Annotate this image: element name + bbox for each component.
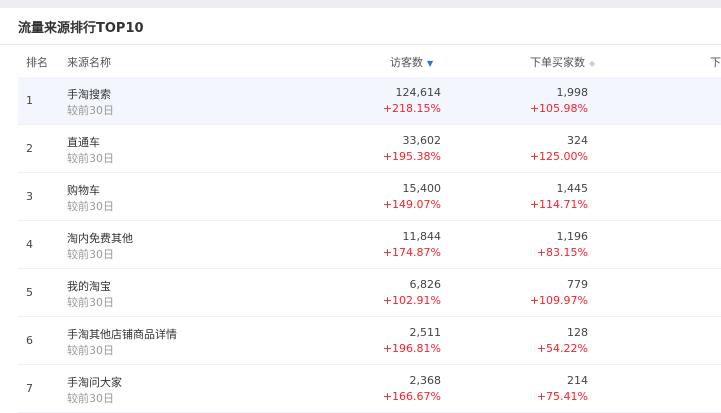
buyers-value: 779 xyxy=(567,278,588,291)
visitors-value: 33,602 xyxy=(402,134,442,147)
visitors-change: +196.81% xyxy=(382,342,441,355)
visitors-change: +166.67% xyxy=(382,390,441,403)
table-row[interactable]: 3 购物车 较前30日 15,400 +149.07% 1,445 +114.7… xyxy=(18,173,721,221)
panel-title: 流量来源排行TOP10 xyxy=(18,21,144,36)
buyers-change: +75.41% xyxy=(536,390,588,403)
visitors-change: +102.91% xyxy=(382,294,441,307)
top-bar xyxy=(0,0,721,8)
header-visitors-label: 访客数 xyxy=(390,56,423,69)
header-buyers-label: 下单买家数 xyxy=(530,56,585,69)
buyers-change: +83.15% xyxy=(536,246,588,259)
buyers-change: +109.97% xyxy=(529,294,588,307)
rank: 5 xyxy=(26,286,33,299)
buyers-value: 1,196 xyxy=(556,230,589,243)
divider xyxy=(0,44,721,45)
compare-label: 较前30日 xyxy=(67,344,114,357)
source-name: 我的淘宝 xyxy=(67,280,111,293)
sort-desc-icon[interactable]: ▼ xyxy=(427,59,434,68)
header-third-partial: 下 xyxy=(710,56,721,69)
sort-icon[interactable]: ◆ xyxy=(589,59,596,68)
compare-label: 较前30日 xyxy=(67,200,114,213)
visitors-value: 2,511 xyxy=(409,326,442,339)
compare-label: 较前30日 xyxy=(67,152,114,165)
buyers-value: 128 xyxy=(567,326,588,339)
visitors-value: 6,826 xyxy=(409,278,442,291)
rank: 1 xyxy=(26,94,33,107)
table-row[interactable]: 5 我的淘宝 较前30日 6,826 +102.91% 779 +109.97% xyxy=(18,269,721,317)
buyers-change: +105.98% xyxy=(529,102,588,115)
rank: 3 xyxy=(26,190,33,203)
header-rank: 排名 xyxy=(26,56,48,69)
visitors-value: 15,400 xyxy=(402,182,442,195)
buyers-change: +114.71% xyxy=(529,198,588,211)
visitors-change: +174.87% xyxy=(382,246,441,259)
visitors-change: +149.07% xyxy=(382,198,441,211)
visitors-change: +195.38% xyxy=(382,150,441,163)
source-name: 手淘搜索 xyxy=(67,88,111,101)
header-buyers[interactable]: 下单买家数 ◆ xyxy=(530,54,595,70)
rank: 7 xyxy=(26,382,33,395)
table-row[interactable]: 2 直通车 较前30日 33,602 +195.38% 324 +125.00% xyxy=(18,125,721,173)
table-row[interactable]: 6 手淘其他店铺商品详情 较前30日 2,511 +196.81% 128 +5… xyxy=(18,317,721,365)
compare-label: 较前30日 xyxy=(67,104,114,117)
source-name: 手淘问大家 xyxy=(67,376,122,389)
visitors-value: 124,614 xyxy=(395,86,442,99)
visitors-change: +218.15% xyxy=(382,102,441,115)
header-visitors[interactable]: 访客数 ▼ xyxy=(390,54,433,70)
rank: 4 xyxy=(26,238,33,251)
compare-label: 较前30日 xyxy=(67,248,114,261)
buyers-value: 1,998 xyxy=(556,86,589,99)
source-name: 直通车 xyxy=(67,136,100,149)
visitors-value: 2,368 xyxy=(409,374,442,387)
buyers-value: 324 xyxy=(567,134,588,147)
visitors-value: 11,844 xyxy=(402,230,442,243)
header-source: 来源名称 xyxy=(67,56,111,69)
compare-label: 较前30日 xyxy=(67,392,114,405)
table-row[interactable]: 1 手淘搜索 较前30日 124,614 +218.15% 1,998 +105… xyxy=(18,77,721,125)
table-row[interactable]: 4 淘内免费其他 较前30日 11,844 +174.87% 1,196 +83… xyxy=(18,221,721,269)
buyers-value: 1,445 xyxy=(556,182,589,195)
source-name: 手淘其他店铺商品详情 xyxy=(67,328,177,341)
buyers-change: +54.22% xyxy=(536,342,588,355)
rank: 6 xyxy=(26,334,33,347)
source-name: 购物车 xyxy=(67,184,100,197)
source-name: 淘内免费其他 xyxy=(67,232,133,245)
compare-label: 较前30日 xyxy=(67,296,114,309)
buyers-change: +125.00% xyxy=(529,150,588,163)
rank: 2 xyxy=(26,142,33,155)
table-row[interactable]: 7 手淘问大家 较前30日 2,368 +166.67% 214 +75.41% xyxy=(18,365,721,413)
buyers-value: 214 xyxy=(567,374,588,387)
